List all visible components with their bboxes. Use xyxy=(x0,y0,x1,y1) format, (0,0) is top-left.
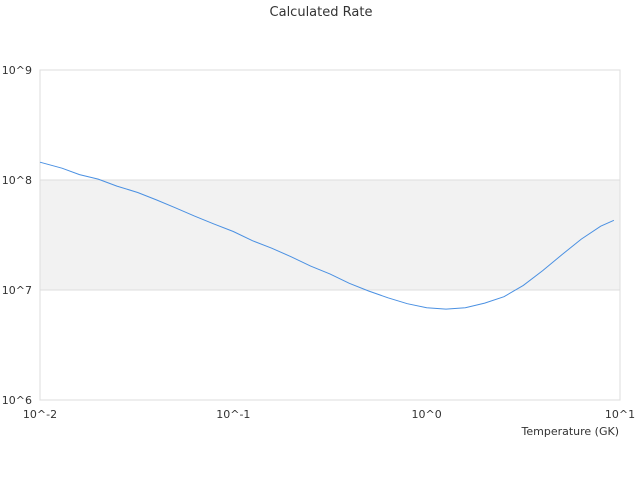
x-tick-label: 10^-2 xyxy=(23,408,57,421)
chart-title: Calculated Rate xyxy=(270,5,373,20)
x-tick-label: 10^-1 xyxy=(216,408,250,421)
x-axis-ticks: 10^-2 10^-1 10^0 10^1 xyxy=(23,408,635,421)
y-tick-label: 10^9 xyxy=(2,64,32,77)
y-tick-label: 10^7 xyxy=(2,284,32,297)
y-tick-label: 10^8 xyxy=(2,174,32,187)
x-axis-label: Temperature (GK) xyxy=(521,425,620,438)
series-line-0 xyxy=(39,161,615,310)
plot-band-0 xyxy=(40,180,620,290)
y-axis-ticks: 10^6 10^7 10^8 10^9 xyxy=(2,64,32,407)
x-tick-label: 10^0 xyxy=(412,408,442,421)
series-group xyxy=(39,161,615,310)
plot-bands xyxy=(40,180,620,290)
x-tick-label: 10^1 xyxy=(605,408,635,421)
y-tick-label: 10^6 xyxy=(2,394,32,407)
plot-frame xyxy=(39,69,621,401)
